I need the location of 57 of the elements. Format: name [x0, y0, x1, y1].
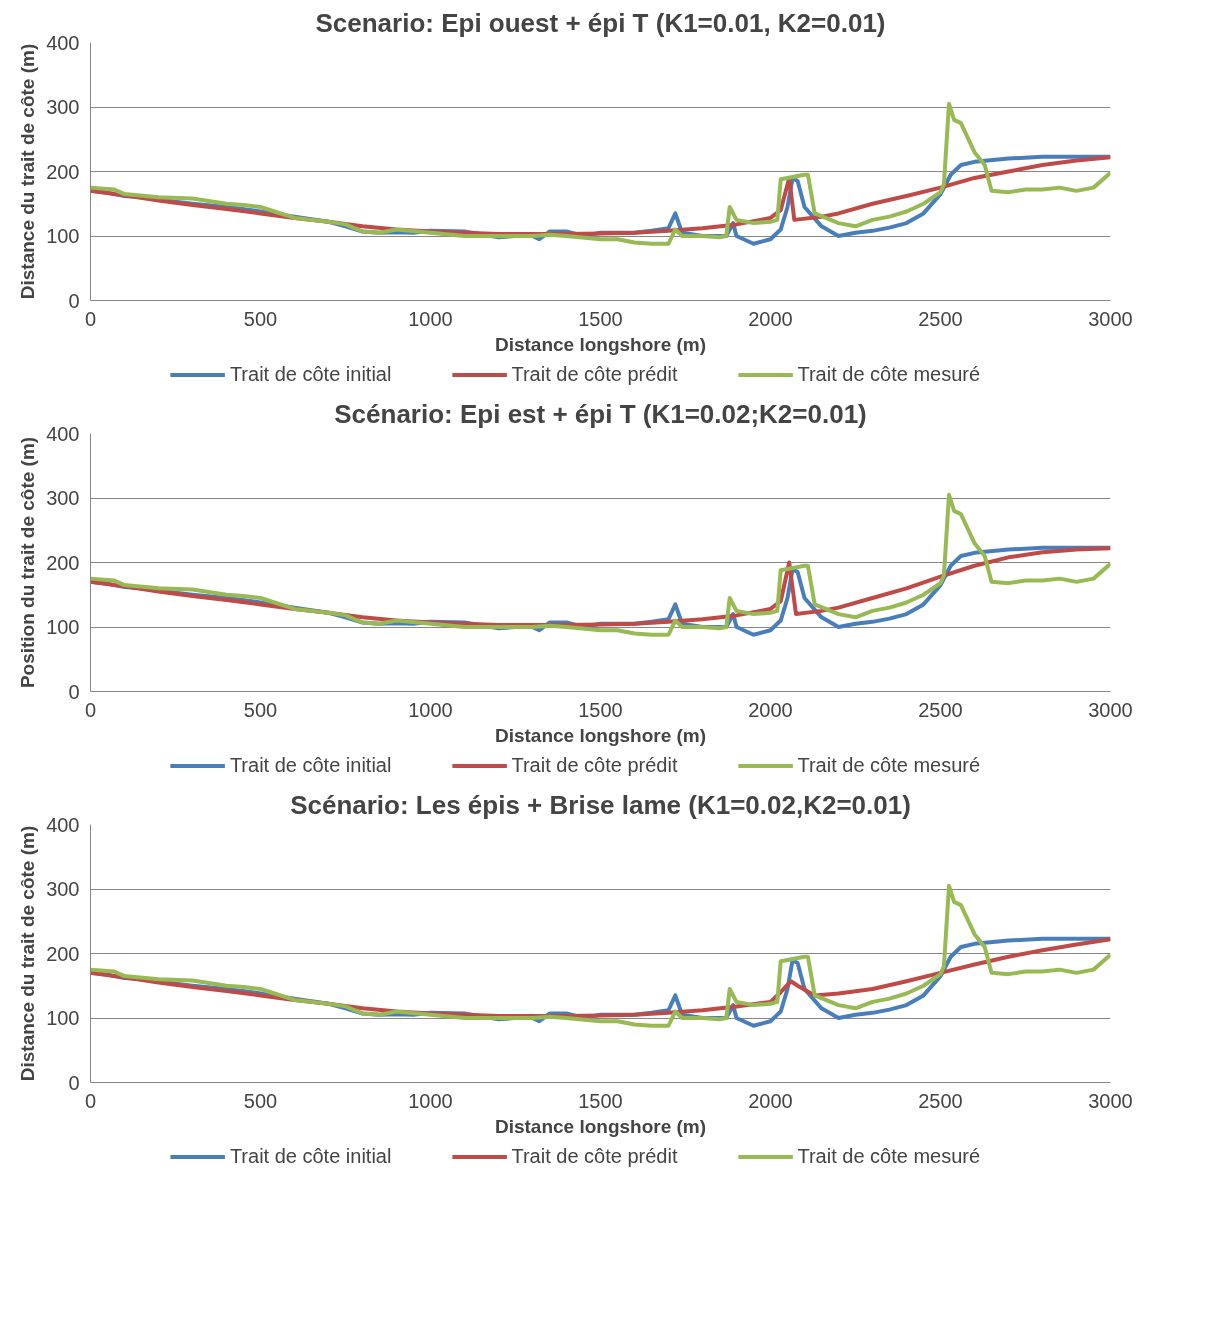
y-tick-label: 400 [46, 31, 80, 54]
y-tick-label: 200 [46, 942, 80, 965]
y-axis-title: Distance du trait de côte (m) [17, 43, 39, 300]
x-tick-label: 3000 [1088, 307, 1133, 330]
legend-label: Trait de côte prédit [511, 362, 678, 386]
x-tick-label: 500 [243, 698, 278, 721]
y-tick-label: 400 [46, 813, 80, 836]
chart-title: Scénario: Epi est + épi T (K1=0.02;K2=0.01) [334, 398, 867, 429]
x-tick-label: 2500 [918, 307, 963, 330]
x-axis-title: Distance longshore (m) [494, 724, 707, 746]
y-tick-label: 100 [46, 616, 80, 638]
line-series [90, 883, 1111, 1028]
y-tick-label: 200 [46, 160, 80, 183]
x-tick-label: 2500 [918, 698, 963, 721]
x-tick-label: 500 [243, 307, 278, 330]
x-tick-label: 1000 [408, 698, 453, 721]
y-tick-label: 300 [46, 487, 80, 509]
line-series [90, 492, 1111, 637]
x-tick-label: 1500 [578, 307, 623, 330]
y-tick-label: 100 [46, 225, 80, 247]
y-tick-label: 0 [68, 1071, 80, 1094]
x-tick-label: 3000 [1088, 698, 1133, 721]
legend-label: Trait de côte prédit [511, 753, 678, 777]
y-tick-label: 100 [46, 1007, 80, 1029]
y-axis-title: Position du trait de côte (m) [17, 436, 39, 689]
chart-title: Scenario: Epi ouest + épi T (K1=0.01, K2=0.01) [315, 7, 886, 38]
legend-label: Trait de côte mesuré [797, 362, 981, 386]
x-tick-label: 500 [243, 1089, 278, 1112]
y-tick-label: 0 [68, 289, 80, 312]
y-tick-label: 0 [68, 680, 80, 703]
y-tick-label: 300 [46, 878, 80, 900]
x-tick-label: 1500 [578, 698, 623, 721]
x-axis-title: Distance longshore (m) [494, 333, 707, 355]
x-tick-label: 1000 [408, 307, 453, 330]
legend-label: Trait de côte initial [229, 1144, 392, 1168]
chart-title: Scénario: Les épis + Brise lame (K1=0.02,K2=0.01) [290, 789, 911, 820]
y-tick-label: 300 [46, 96, 80, 118]
line-series [90, 101, 1111, 246]
y-tick-label: 200 [46, 551, 80, 574]
x-tick-label: 2000 [748, 698, 793, 721]
x-tick-label: 2000 [748, 307, 793, 330]
y-tick-label: 400 [46, 422, 80, 445]
x-tick-label: 3000 [1088, 1089, 1133, 1112]
x-tick-label: 0 [84, 307, 97, 330]
legend-label: Trait de côte mesuré [797, 753, 981, 777]
x-tick-label: 0 [84, 1089, 97, 1112]
legend-label: Trait de côte prédit [511, 1144, 678, 1168]
x-tick-label: 2500 [918, 1089, 963, 1112]
y-axis-title: Distance du trait de côte (m) [17, 825, 39, 1082]
legend-label: Trait de côte initial [229, 753, 392, 777]
x-axis-title: Distance longshore (m) [494, 1115, 707, 1137]
x-tick-label: 2000 [748, 1089, 793, 1112]
x-tick-label: 1000 [408, 1089, 453, 1112]
legend-label: Trait de côte mesuré [797, 1144, 981, 1168]
x-tick-label: 1500 [578, 1089, 623, 1112]
x-tick-label: 0 [84, 698, 97, 721]
legend-label: Trait de côte initial [229, 362, 392, 386]
